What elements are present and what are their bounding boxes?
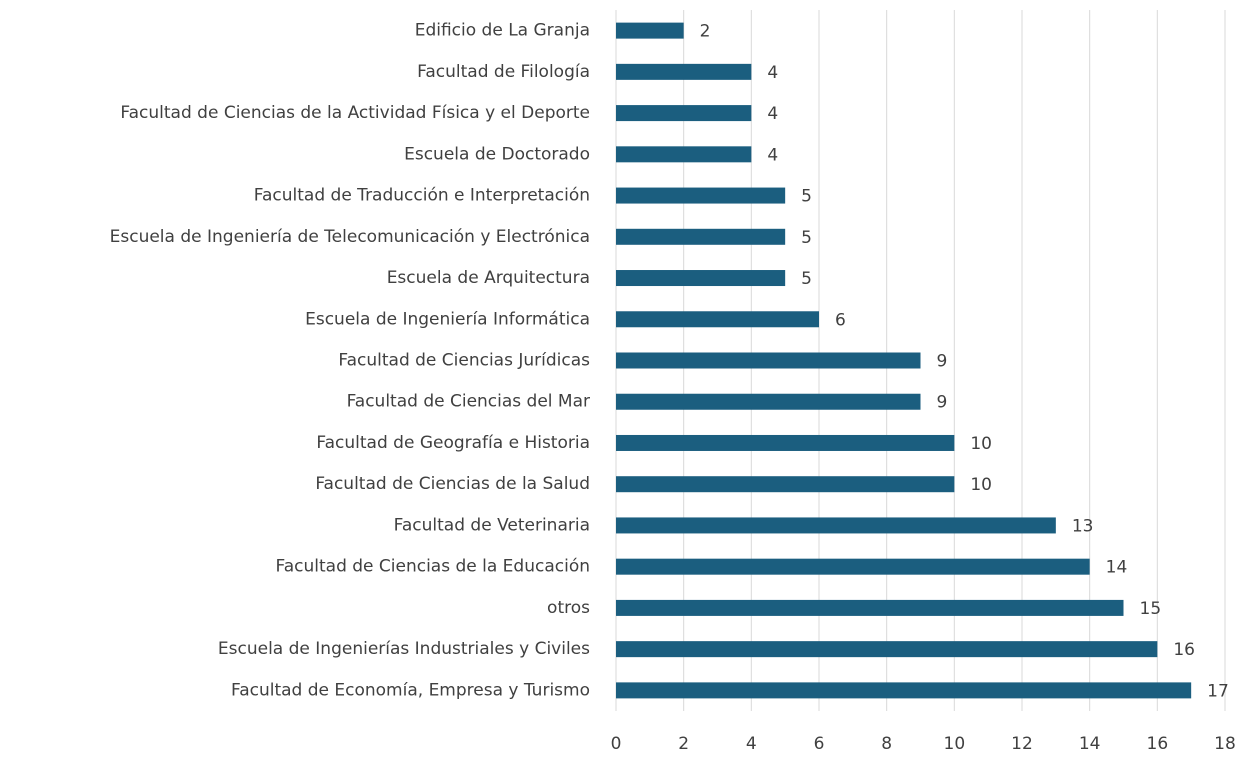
data-label: 17 <box>1207 681 1229 701</box>
data-label: 16 <box>1173 640 1195 660</box>
data-label: 14 <box>1106 558 1128 578</box>
y-tick-label: Facultad de Ciencias Jurídicas <box>338 351 590 371</box>
bar <box>616 352 921 369</box>
data-label: 10 <box>970 475 992 495</box>
y-tick-label: Edificio de La Granja <box>415 21 590 41</box>
bar <box>616 270 786 287</box>
bar <box>616 22 684 39</box>
y-tick-label: otros <box>547 598 590 618</box>
x-tick-label: 18 <box>1214 734 1236 754</box>
y-tick-label: Escuela de Ingenierías Industriales y Ci… <box>218 639 590 659</box>
bar <box>616 393 921 410</box>
y-tick-label: Facultad de Veterinaria <box>394 515 590 535</box>
x-tick-label: 12 <box>1011 734 1033 754</box>
data-label: 9 <box>937 393 948 413</box>
data-label: 4 <box>767 63 778 83</box>
y-tick-label: Escuela de Doctorado <box>404 144 590 164</box>
bar <box>616 558 1090 575</box>
y-tick-label: Escuela de Ingeniería de Telecomunicació… <box>110 227 590 247</box>
y-tick-label: Facultad de Ciencias del Mar <box>347 392 590 412</box>
y-tick-label: Facultad de Ciencias de la Educación <box>276 557 591 577</box>
bar <box>616 105 752 122</box>
data-label: 2 <box>700 22 711 42</box>
bar <box>616 599 1124 616</box>
y-tick-label: Facultad de Ciencias de la Salud <box>315 474 590 494</box>
bar <box>616 311 819 328</box>
bar <box>616 641 1158 658</box>
bar <box>616 682 1192 699</box>
x-tick-label: 2 <box>678 734 689 754</box>
bar <box>616 434 955 451</box>
x-tick-label: 8 <box>881 734 892 754</box>
y-tick-label: Escuela de Ingeniería Informática <box>305 309 590 329</box>
y-tick-label: Facultad de Traducción e Interpretación <box>254 186 590 206</box>
y-tick-label: Facultad de Economía, Empresa y Turismo <box>231 680 590 700</box>
bar <box>616 63 752 80</box>
data-label: 5 <box>801 269 812 289</box>
x-tick-label: 14 <box>1079 734 1101 754</box>
data-label: 9 <box>937 352 948 372</box>
data-label: 15 <box>1140 599 1162 619</box>
bar <box>616 187 786 204</box>
x-tick-label: 16 <box>1147 734 1169 754</box>
data-label: 6 <box>835 310 846 330</box>
data-label: 4 <box>767 104 778 124</box>
x-tick-label: 10 <box>944 734 966 754</box>
bar <box>616 476 955 493</box>
data-label: 4 <box>767 145 778 165</box>
y-tick-label: Facultad de Ciencias de la Actividad Fís… <box>120 103 590 123</box>
data-label: 5 <box>801 228 812 248</box>
y-tick-label: Facultad de Geografía e Historia <box>316 433 590 453</box>
x-tick-label: 0 <box>611 734 622 754</box>
data-label: 10 <box>970 434 992 454</box>
bar <box>616 517 1056 534</box>
bar <box>616 146 752 163</box>
y-tick-label: Escuela de Arquitectura <box>387 268 590 288</box>
bar <box>616 228 786 245</box>
y-tick-label: Facultad de Filología <box>417 62 590 82</box>
x-tick-label: 6 <box>814 734 825 754</box>
data-label: 13 <box>1072 516 1094 536</box>
x-tick-label: 4 <box>746 734 757 754</box>
data-label: 5 <box>801 187 812 207</box>
